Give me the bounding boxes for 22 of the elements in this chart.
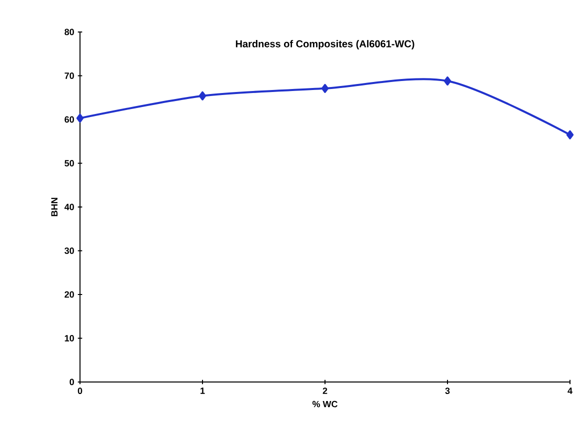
point — [566, 130, 574, 140]
y-tick-label: 40 — [64, 204, 74, 210]
x-tick-label: 2 — [322, 388, 328, 394]
point — [444, 76, 452, 86]
x-tick-label: 4 — [568, 388, 572, 394]
y-tick-label: 20 — [64, 291, 74, 298]
x-axis-title: % WC — [312, 400, 338, 408]
y-tick-label: 30 — [64, 248, 74, 254]
y-tick-label: 60 — [64, 116, 74, 123]
y-tick-label: 50 — [64, 160, 74, 166]
x-tick-label: 3 — [445, 388, 450, 394]
y-tick-label: 70 — [64, 72, 74, 79]
point — [321, 84, 329, 93]
point — [198, 91, 206, 100]
x-tick-label: 0 — [78, 388, 82, 394]
y-tick-label: 10 — [64, 335, 74, 342]
y-axis-title: BHN — [51, 198, 58, 216]
x-tick-label: 1 — [200, 388, 205, 394]
y-tick-label: 0 — [70, 378, 74, 386]
point — [76, 114, 84, 123]
text: Hardness of Composites (Al6061-WC) — [236, 40, 414, 50]
y-tick-label: 80 — [64, 28, 74, 36]
